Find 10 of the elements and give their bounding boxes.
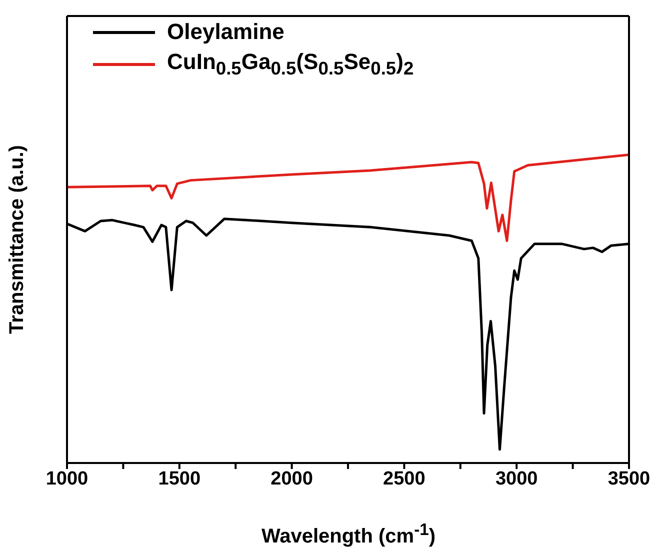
x-tick-label: 2000 (270, 468, 313, 490)
legend-label: Oleylamine (167, 19, 284, 45)
x-axis-title: Wavelength (cm$^{-1}$) (260, 520, 437, 549)
y-axis-title: Transmittance (a.u.) (6, 145, 28, 334)
text: CuIn$_{0.5}$Ga$_{0.5}$(S$_{0.5}$Se$_{0.5}$)$_{2}$ (167, 48, 414, 78)
x-tick-label: 3500 (608, 468, 650, 490)
x-tick-label: 1500 (158, 468, 201, 490)
x-tick-label: 3000 (495, 468, 538, 490)
x-tick-label: 2500 (383, 468, 426, 490)
x-tick-label: 1000 (46, 468, 88, 490)
